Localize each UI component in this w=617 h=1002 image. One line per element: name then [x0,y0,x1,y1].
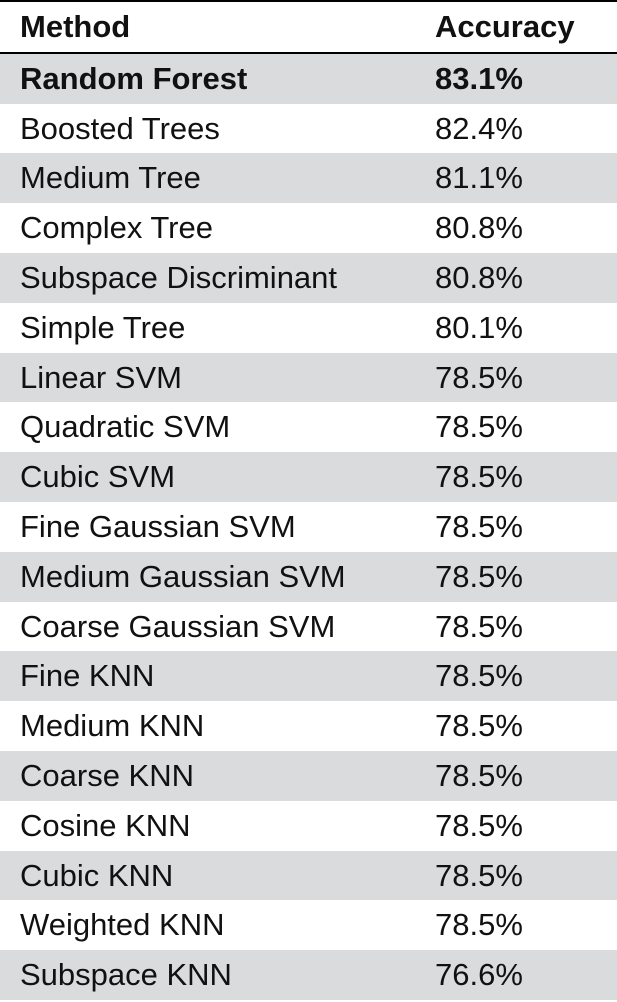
method-cell: Fine KNN [20,658,155,694]
method-cell: Subspace Discriminant [20,259,338,295]
method-cell: Simple Tree [20,309,186,345]
accuracy-cell: 78.5% [435,708,523,744]
table-row: Fine KNN 78.5% [0,651,617,702]
table-row: Cubic SVM 78.5% [0,452,617,502]
table-row: Fine Gaussian SVM 78.5% [0,501,617,552]
table-row: Medium KNN 78.5% [0,701,617,751]
method-cell: Coarse Gaussian SVM [20,608,336,644]
table-row: Quadratic SVM 78.5% [0,402,617,453]
table-row: Medium Gaussian SVM 78.5% [0,551,617,602]
accuracy-cell: 78.5% [435,757,523,793]
table-row: Complex Tree 80.8% [0,203,617,253]
method-cell: Weighted KNN [20,907,225,943]
table-row: Linear SVM 78.5% [0,352,617,403]
method-cell: Subspace KNN [20,957,232,993]
method-cell: Quadratic SVM [20,409,231,445]
method-cell: Random Forest [20,60,248,96]
table-row: Simple Tree 80.1% [0,302,617,353]
accuracy-cell: 76.6% [435,957,523,993]
method-cell: Medium Tree [20,160,201,196]
method-column-header: Method [20,9,131,44]
accuracy-cell: 82.4% [435,110,523,146]
method-cell: Cubic KNN [20,857,174,893]
method-cell: Medium KNN [20,708,205,744]
accuracy-cell: 80.1% [435,309,523,345]
table-row: Random Forest 83.1% [0,52,617,104]
accuracy-cell: 81.1% [435,160,523,196]
table-row: Cosine KNN 78.5% [0,800,617,851]
header-row: Method Accuracy [0,1,617,53]
table-row: Boosted Trees 82.4% [0,103,617,154]
accuracy-cell: 78.5% [435,508,523,544]
table-row: Weighted KNN 78.5% [0,900,617,951]
method-cell: Fine Gaussian SVM [20,508,296,544]
accuracy-cell: 80.8% [435,210,523,246]
table-row: Subspace KNN 76.6% [0,950,617,1000]
method-cell: Coarse KNN [20,757,194,793]
accuracy-cell: 78.5% [435,409,523,445]
accuracy-cell: 83.1% [435,60,523,96]
table-row: Subspace Discriminant 80.8% [0,252,617,303]
accuracy-cell: 78.5% [435,459,523,495]
accuracy-column-header: Accuracy [435,9,575,44]
accuracy-cell: 78.5% [435,359,523,395]
table-body: Random Forest 83.1% Boosted Trees 82.4% Medi… [0,52,617,1000]
accuracy-cell: 78.5% [435,658,523,694]
table-row: Medium Tree 81.1% [0,153,617,204]
table-header: Method Accuracy [0,1,617,53]
method-cell: Medium Gaussian SVM [20,558,346,594]
accuracy-cell: 80.8% [435,259,523,295]
table-row: Coarse Gaussian SVM 78.5% [0,601,617,652]
method-cell: Cubic SVM [20,459,176,495]
method-cell: Complex Tree [20,210,213,246]
method-cell: Linear SVM [20,359,182,395]
accuracy-cell: 78.5% [435,558,523,594]
accuracy-cell: 78.5% [435,857,523,893]
table-row: Coarse KNN 78.5% [0,750,617,801]
method-cell: Boosted Trees [20,110,220,146]
method-cell: Cosine KNN [20,807,191,843]
accuracy-cell: 78.5% [435,907,523,943]
accuracy-cell: 78.5% [435,807,523,843]
table-row: Cubic KNN 78.5% [0,850,617,901]
accuracy-cell: 78.5% [435,608,523,644]
